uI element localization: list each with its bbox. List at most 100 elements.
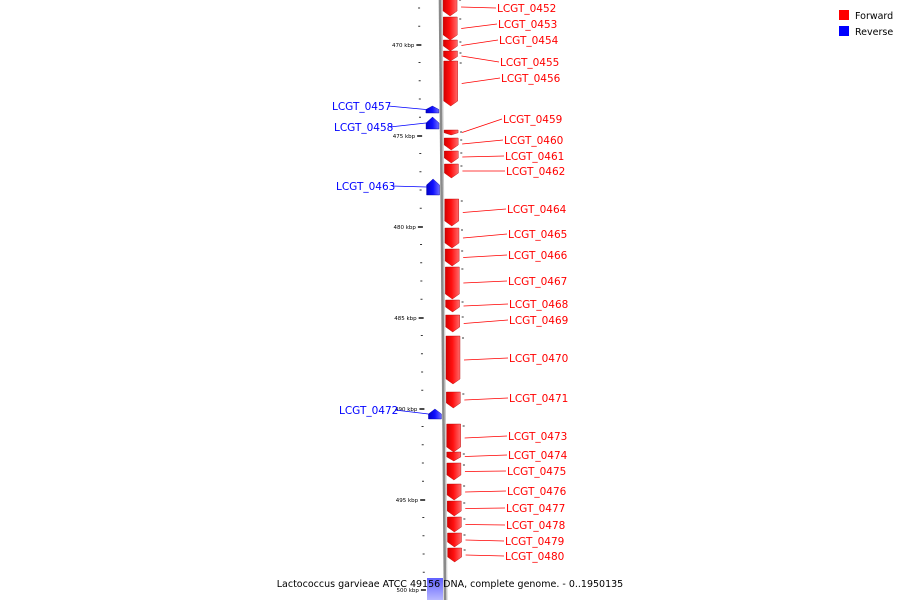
gene-leader-line xyxy=(462,155,505,158)
gene-label: LCGT_0463 xyxy=(336,181,395,193)
gene-arrow xyxy=(425,105,440,114)
gene-arrow xyxy=(446,451,462,462)
gene-arrow xyxy=(443,129,459,136)
gene-lcgt-0452: LCGT_0452 xyxy=(442,0,556,17)
tick-marks: 470 kbp 475 kbp 480 kbp 485 kbp 490 kbp 495 k… xyxy=(392,7,426,594)
gene-label: LCGT_0462 xyxy=(506,166,565,178)
gene-label: LCGT_0480 xyxy=(505,551,564,563)
gene-lcgt-0453: LCGT_0453 xyxy=(443,16,557,41)
gene-label: LCGT_0473 xyxy=(508,431,567,443)
gene-arrow xyxy=(444,137,459,151)
gene-label: LCGT_0470 xyxy=(509,353,568,365)
gene-label: LCGT_0478 xyxy=(506,520,565,532)
gene-leader-line xyxy=(463,254,508,258)
gene-lcgt-0475: LCGT_0475 xyxy=(446,462,566,481)
gene-arrow xyxy=(447,516,462,533)
gene-leader-line xyxy=(464,454,508,457)
gene-leader-line xyxy=(463,357,509,361)
tick-label: 495 kbp xyxy=(396,498,419,504)
gene-label: LCGT_0453 xyxy=(498,19,557,31)
gene-lcgt-0471: LCGT_0471 xyxy=(446,391,568,409)
gene-arrow xyxy=(443,39,458,52)
gene-lcgt-0462: LCGT_0462 xyxy=(444,163,565,179)
tick-label: 485 kbp xyxy=(394,316,417,322)
gene-lcgt-0478: LCGT_0478 xyxy=(447,516,565,533)
gene-lcgt-0458: LCGT_0458 xyxy=(334,116,440,134)
gene-label: LCGT_0460 xyxy=(504,135,563,147)
gene-lcgt-0472: LCGT_0472 xyxy=(339,405,442,420)
gene-arrow xyxy=(428,408,442,420)
gene-label: LCGT_0474 xyxy=(508,450,568,462)
gene-label: LCGT_0455 xyxy=(500,57,559,69)
tick-label: 470 kbp xyxy=(392,43,415,49)
gene-label: LCGT_0456 xyxy=(501,73,561,85)
gene-arrow xyxy=(425,116,440,130)
gene-lcgt-0468: LCGT_0468 xyxy=(445,299,568,313)
gene-lcgt-0459: LCGT_0459 xyxy=(443,114,562,136)
gene-label: LCGT_0479 xyxy=(505,536,564,548)
gene-arrow xyxy=(447,547,462,563)
gene-lcgt-0476: LCGT_0476 xyxy=(446,483,567,501)
tick-label: 490 kbp xyxy=(395,407,418,413)
gene-lcgt-0463: LCGT_0463 xyxy=(336,178,440,196)
gene-leader-line xyxy=(461,23,498,29)
gene-lcgt-0455: LCGT_0455 xyxy=(443,50,559,69)
partial-reverse-gene xyxy=(427,578,443,600)
gene-label: LCGT_0468 xyxy=(509,299,568,311)
gene-arrow xyxy=(446,423,461,453)
legend: Forward Reverse xyxy=(839,10,893,38)
gene-lcgt-0474: LCGT_0474 xyxy=(446,450,568,462)
gene-lcgt-0473: LCGT_0473 xyxy=(446,423,567,453)
gene-label: LCGT_0467 xyxy=(508,276,567,288)
genome-caption: Lactococcus garvieae ATCC 49156 DNA, com… xyxy=(277,579,623,590)
gene-label: LCGT_0476 xyxy=(507,486,567,498)
gene-leader-line xyxy=(462,208,507,213)
gene-lcgt-0469: LCGT_0469 xyxy=(445,314,568,333)
gene-arrow xyxy=(447,532,462,548)
gene-leader-line xyxy=(465,507,506,509)
gene-leader-line xyxy=(465,539,505,542)
gene-arrow xyxy=(445,299,460,313)
gene-lcgt-0464: LCGT_0464 xyxy=(444,198,567,227)
gene-lcgt-0456: LCGT_0456 xyxy=(443,60,561,107)
gene-lcgt-0467: LCGT_0467 xyxy=(445,266,567,300)
gene-leader-line xyxy=(462,233,508,239)
gene-lcgt-0457: LCGT_0457 xyxy=(332,101,440,114)
gene-leader-line xyxy=(461,39,499,46)
gene-lcgt-0460: LCGT_0460 xyxy=(444,135,563,151)
gene-leader-line xyxy=(465,490,507,493)
genome-backbone-shadow xyxy=(441,0,448,600)
gene-leader-line xyxy=(461,77,501,84)
gene-features: LCGT_0452 LCGT_0453 LCGT_0454 LCGT_0455 LCGT… xyxy=(332,0,568,563)
tick-label: 500 kbp xyxy=(396,588,419,594)
gene-leader-line xyxy=(387,105,426,110)
gene-label: LCGT_0475 xyxy=(507,466,566,478)
gene-arrow xyxy=(444,248,460,267)
gene-label: LCGT_0471 xyxy=(509,393,568,405)
gene-leader-line xyxy=(461,55,500,63)
gene-lcgt-0470: LCGT_0470 xyxy=(445,335,568,385)
gene-leader-line xyxy=(394,409,429,415)
gene-label: LCGT_0472 xyxy=(339,405,398,417)
gene-arrow xyxy=(445,335,461,385)
gene-leader-line xyxy=(389,122,427,128)
gene-leader-line xyxy=(464,435,508,439)
gene-arrow xyxy=(443,16,458,41)
gene-arrow xyxy=(446,483,462,501)
legend-swatch-reverse xyxy=(839,26,849,36)
gene-arrow xyxy=(443,60,458,107)
gene-lcgt-0454: LCGT_0454 xyxy=(443,35,559,52)
gene-arrow xyxy=(446,391,461,409)
gene-arrow xyxy=(447,500,462,517)
gene-leader-line xyxy=(463,303,509,307)
gene-lcgt-0477: LCGT_0477 xyxy=(447,500,565,517)
gene-arrow xyxy=(444,227,460,249)
gene-leader-line xyxy=(461,6,497,9)
gene-leader-line xyxy=(463,280,508,284)
gene-arrow xyxy=(442,0,458,17)
gene-lcgt-0465: LCGT_0465 xyxy=(444,227,567,249)
gene-label: LCGT_0469 xyxy=(509,315,568,327)
gene-label: LCGT_0457 xyxy=(332,101,391,113)
gene-arrow xyxy=(445,314,460,333)
gene-arrow xyxy=(444,150,459,164)
